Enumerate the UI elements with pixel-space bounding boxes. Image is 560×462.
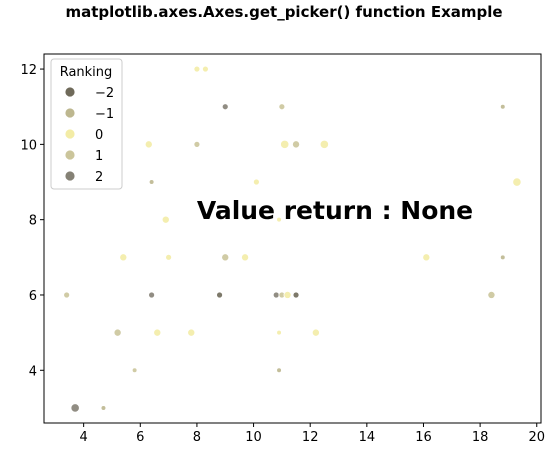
legend-label: −1	[95, 107, 114, 122]
legend-label: −2	[95, 86, 114, 101]
scatter-point	[153, 328, 162, 337]
legend: Ranking −2 −1 0 1 2	[50, 58, 123, 190]
scatter-point	[276, 367, 282, 374]
legend-marker	[64, 107, 76, 119]
scatter-point	[148, 291, 156, 299]
scatter-point	[165, 253, 173, 261]
scatter-point	[292, 291, 300, 299]
scatter-point	[276, 216, 282, 223]
x-tick-label: 16	[415, 430, 432, 445]
scatter-point	[193, 65, 201, 73]
scatter-point	[148, 179, 155, 185]
y-tick-label: 6	[29, 289, 37, 304]
x-tick-label: 20	[528, 430, 545, 445]
scatter-point	[272, 291, 280, 299]
scatter-point	[216, 291, 223, 299]
scatter-point	[241, 253, 250, 262]
x-axis-ticks: 4 6 8 10 12 14 16 18 20	[80, 423, 545, 445]
scatter-point	[144, 140, 153, 149]
legend-entries: −2 −1 0 1 2	[64, 86, 114, 185]
legend-title: Ranking	[60, 65, 113, 80]
scatter-point	[113, 328, 122, 337]
y-tick-label: 8	[29, 214, 37, 229]
x-tick-label: 10	[245, 430, 262, 445]
x-tick-label: 4	[80, 430, 88, 445]
x-tick-label: 8	[193, 430, 201, 445]
points-layer	[63, 65, 522, 413]
scatter-point	[283, 290, 292, 299]
scatter-point	[252, 178, 260, 186]
scatter-point	[221, 253, 230, 262]
scatter-point	[278, 103, 286, 111]
chart-title: matplotlib.axes.Axes.get_picker() functi…	[65, 3, 502, 21]
scatter-point	[311, 328, 320, 337]
x-tick-label: 18	[472, 430, 489, 445]
scatter-point	[100, 405, 107, 411]
legend-marker	[64, 149, 76, 161]
y-tick-label: 4	[29, 364, 37, 379]
x-tick-label: 6	[136, 430, 144, 445]
scatter-point	[63, 291, 71, 299]
scatter-point	[499, 103, 506, 110]
scatter-point	[280, 139, 290, 149]
legend-label: 0	[95, 128, 103, 143]
legend-label: 1	[95, 149, 103, 164]
scatter-point	[221, 103, 229, 111]
y-tick-label: 12	[20, 63, 37, 78]
scatter-point	[276, 329, 282, 336]
legend-marker	[64, 128, 76, 140]
plot-frame	[43, 53, 542, 424]
y-tick-label: 10	[20, 138, 37, 153]
legend-marker	[64, 170, 76, 182]
legend-label: 2	[95, 170, 103, 185]
scatter-point	[193, 140, 201, 148]
value-return-annotation: Value return : None	[197, 196, 473, 225]
scatter-point	[292, 140, 301, 149]
scatter-point	[487, 290, 496, 299]
scatter-point	[499, 254, 506, 261]
scatter-point	[161, 215, 170, 224]
scatter-point	[131, 367, 138, 374]
x-tick-label: 12	[302, 430, 319, 445]
x-tick-label: 14	[359, 430, 376, 445]
scatter-point	[70, 403, 80, 413]
scatter-point	[512, 177, 522, 187]
scatter-point	[119, 253, 128, 262]
scatter-point	[187, 328, 196, 337]
legend-marker	[64, 86, 76, 98]
scatter-point	[202, 65, 209, 73]
scatter-point	[319, 139, 329, 149]
y-axis-ticks: 4 6 8 10 12	[20, 63, 44, 379]
scatter-point	[422, 253, 431, 262]
